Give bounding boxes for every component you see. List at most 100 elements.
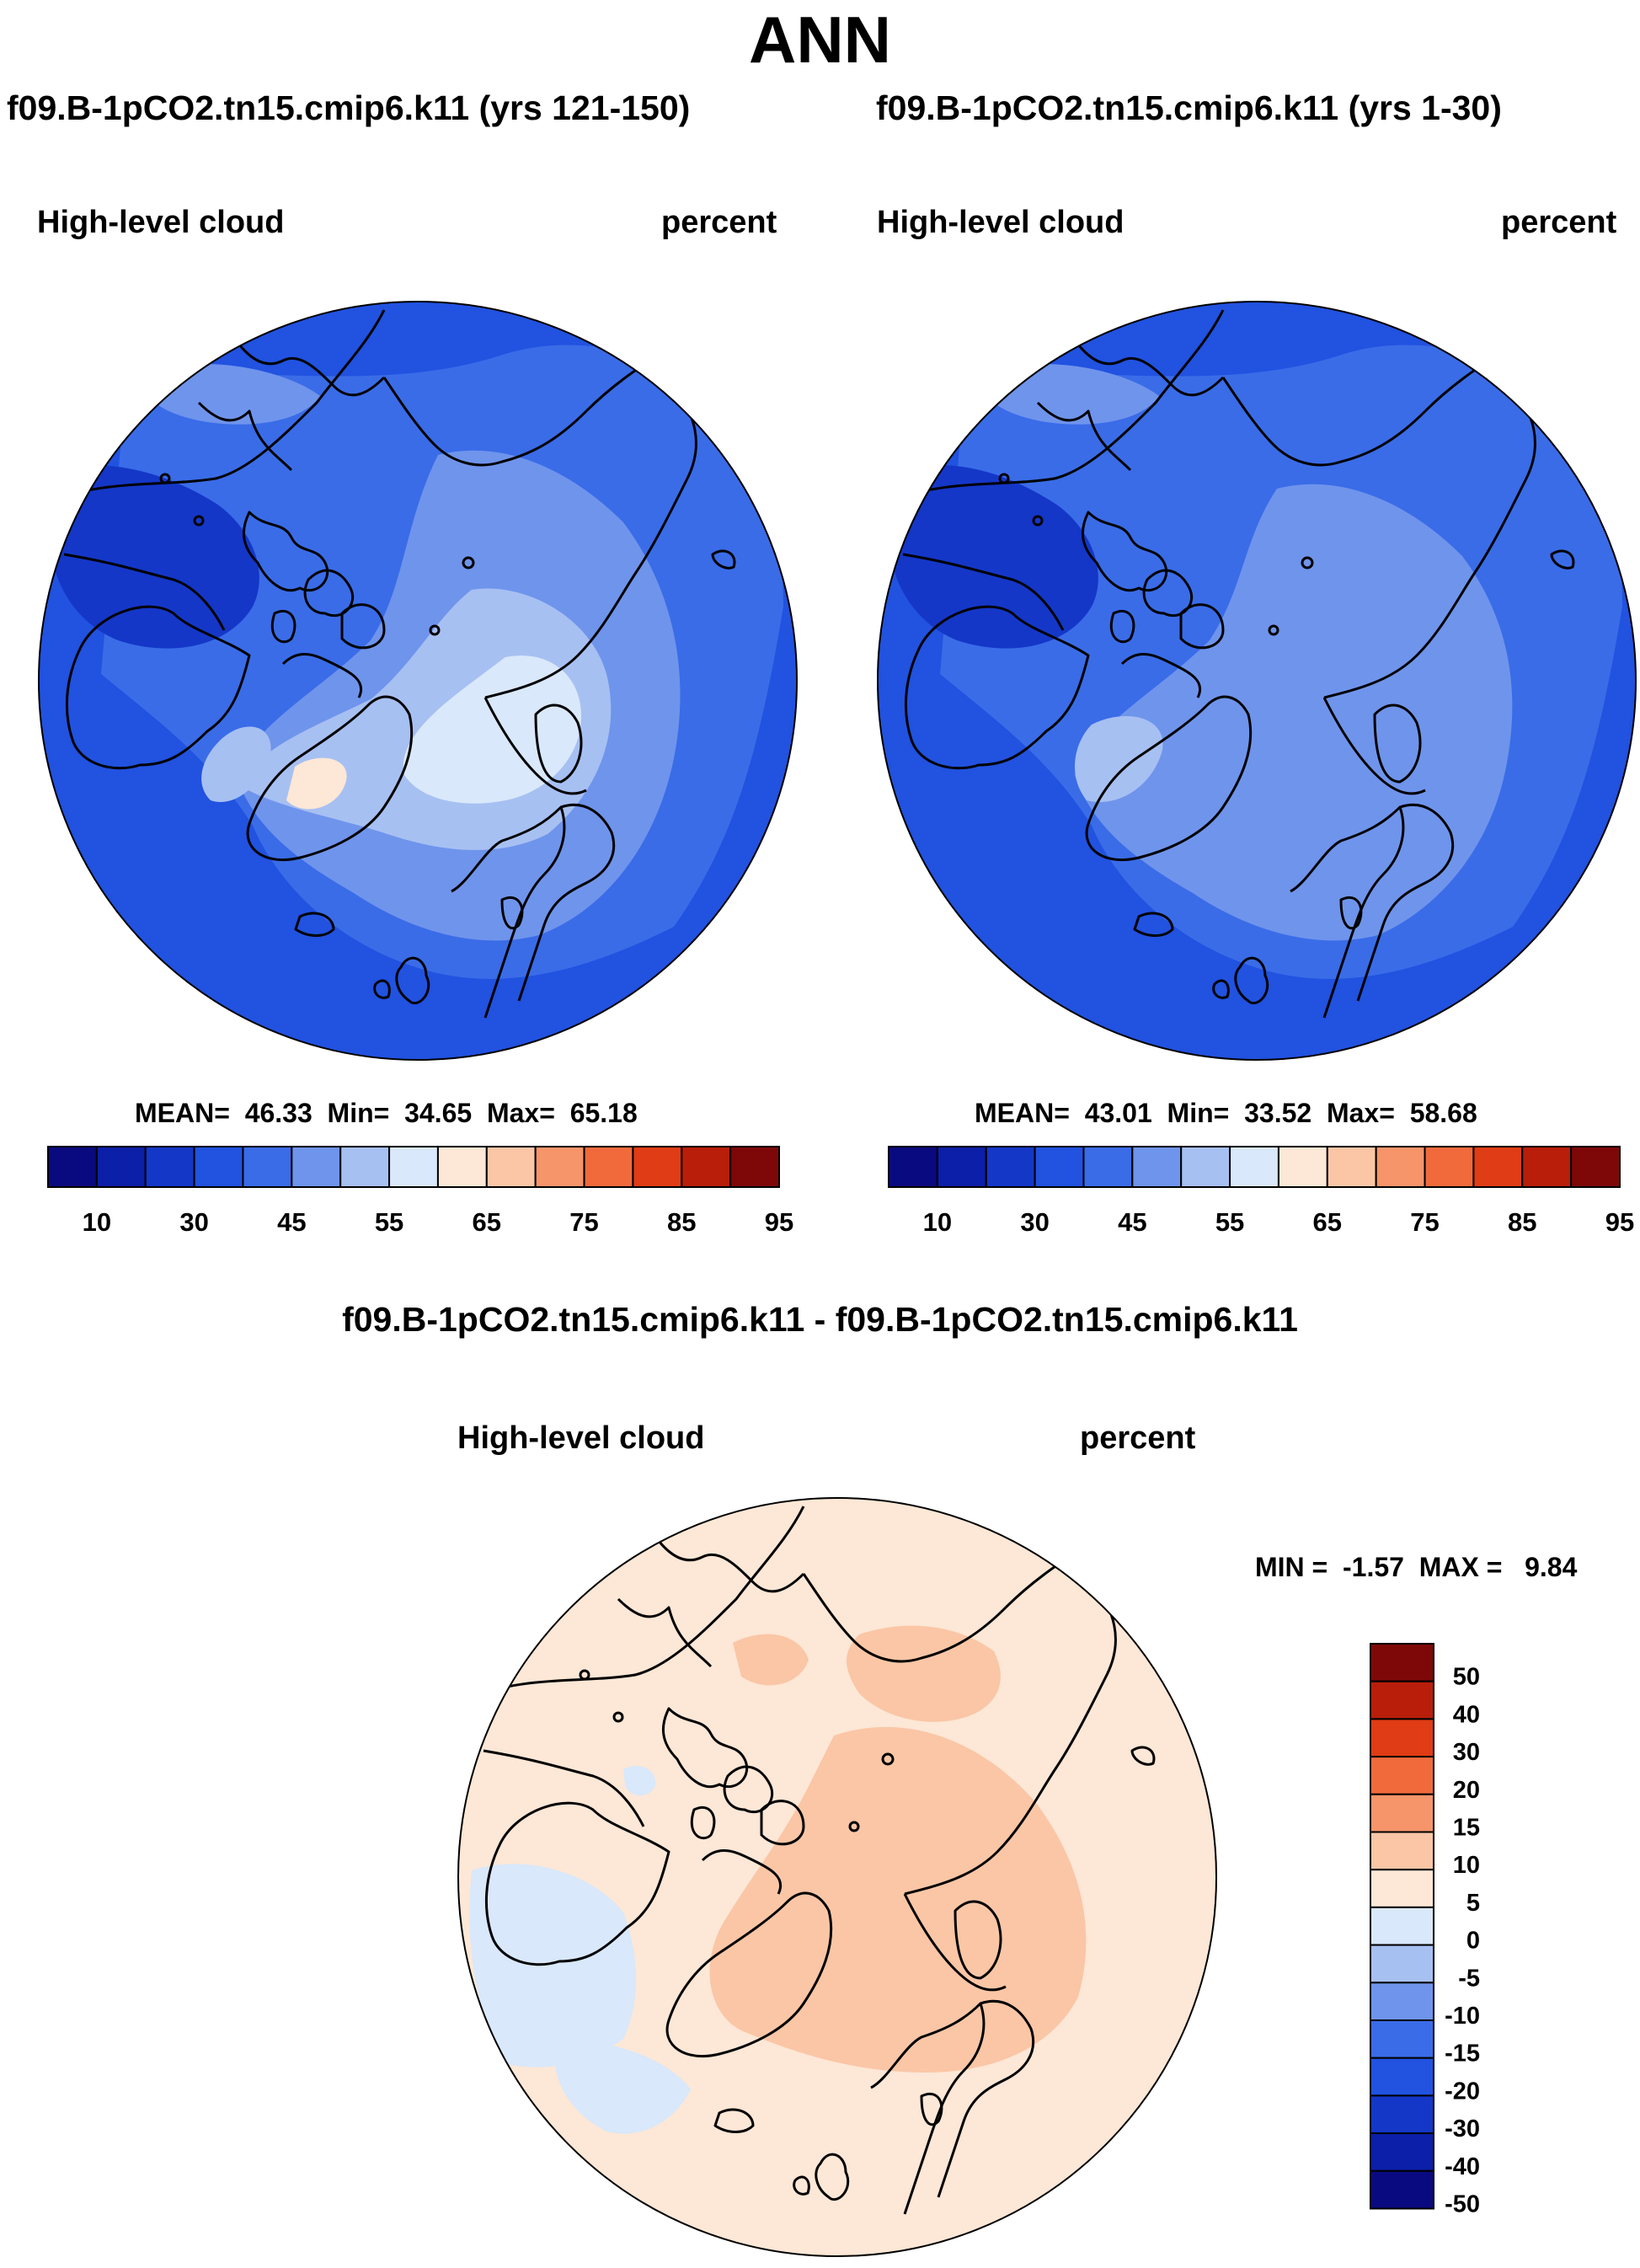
diff-min-label: MIN =	[1255, 1552, 1328, 1582]
panel2-map	[878, 302, 1636, 1060]
panel1-colorbar-box-1	[95, 1146, 147, 1188]
panel1-colorbar-box-12	[632, 1146, 683, 1188]
panel1-max: 65.18	[569, 1098, 638, 1128]
panel1-colorbar-box-11	[583, 1146, 634, 1188]
diff-colorbar-box-13	[1370, 2132, 1434, 2172]
panel2-map-border	[877, 301, 1637, 1061]
diff-min: -1.57	[1343, 1552, 1404, 1582]
panel1-level-60	[403, 655, 581, 804]
panel2-colorbar-box-14	[1570, 1146, 1621, 1188]
panel1-colorbar-box-10	[534, 1146, 585, 1188]
diff-units: percent	[1080, 1420, 1196, 1456]
panel2-colorbar-tick: 65	[1313, 1207, 1342, 1237]
panel1-stats: MEAN= 46.33 Min= 34.65 Max= 65.18	[135, 1098, 638, 1129]
diff-map	[458, 1498, 1216, 2256]
panel1-title: f09.B-1pCO2.tn15.cmip6.k11 (yrs 121-150)	[7, 88, 691, 127]
panel2-colorbar-box-11	[1424, 1146, 1475, 1188]
diff-stats: MIN = -1.57 MAX = 9.84	[1255, 1552, 1577, 1583]
panel2-colorbar-tick: 45	[1118, 1207, 1146, 1237]
panel2-colorbar-box-6	[1180, 1146, 1231, 1188]
panel2-colorbar-box-1	[936, 1146, 987, 1188]
figure-title: ANN	[749, 3, 891, 77]
diff-colorbar-box-10	[1370, 2019, 1434, 2059]
panel1-colorbar-box-5	[291, 1146, 342, 1188]
panel1-mean: 46.33	[244, 1098, 313, 1128]
panel1-greenland-level-65	[286, 757, 347, 810]
diff-level-minus5-c	[623, 1766, 656, 1796]
panel1-colorbar-box-6	[339, 1146, 391, 1188]
panel2-colorbar-box-10	[1375, 1146, 1426, 1188]
diff-colorbar-box-7	[1370, 1906, 1434, 1946]
diff-level-minus5-b	[554, 2039, 691, 2134]
panel2-colorbar-box-8	[1277, 1146, 1328, 1188]
panel1-colorbar-tick: 95	[765, 1207, 793, 1237]
diff-colorbar-tick: 5	[1466, 1890, 1480, 1917]
diff-colorbar-tick: 40	[1453, 1701, 1480, 1728]
panel1-colorbar-box-13	[681, 1146, 732, 1188]
panel1-colorbar-tick: 10	[83, 1207, 111, 1237]
diff-colorbar-box-0	[1370, 1643, 1434, 1682]
panel2-greenland-level-55	[1074, 716, 1163, 802]
diff-colorbar-tick: -30	[1445, 2116, 1480, 2142]
diff-colorbar-box-11	[1370, 2057, 1434, 2097]
panel2-colorbar-box-0	[888, 1146, 938, 1188]
panel2-variable: High-level cloud	[877, 205, 1124, 240]
panel2-colorbar-box-2	[985, 1146, 1036, 1188]
panel1-colorbar: 10 30 45 55 65 75 85 95	[47, 1146, 793, 1237]
panel1-colorbar-tick: 55	[375, 1207, 403, 1237]
panel1-colorbar-tick: 30	[179, 1207, 208, 1237]
panel1-max-label: Max=	[486, 1098, 555, 1128]
diff-colorbar-tick: 10	[1453, 1852, 1480, 1879]
panel1-min: 34.65	[404, 1098, 473, 1128]
panel2-colorbar-box-9	[1326, 1146, 1377, 1188]
diff-colorbar-tick: 50	[1453, 1664, 1480, 1691]
panel1-colorbar-tick: 65	[473, 1207, 501, 1237]
panel2-title: f09.B-1pCO2.tn15.cmip6.k11 (yrs 1-30)	[876, 88, 1502, 127]
diff-colorbar-box-3	[1370, 1756, 1434, 1795]
panel1-colorbar-tick: 85	[667, 1207, 696, 1237]
panel2-mean: 43.01	[1084, 1098, 1152, 1128]
diff-colorbar-box-2	[1370, 1718, 1434, 1758]
panel2-level-50-pacific	[985, 363, 1159, 425]
diff-colorbar-tick: 30	[1453, 1739, 1480, 1766]
panel2-colorbar-tick: 55	[1215, 1207, 1244, 1237]
diff-colorbar-tick: -15	[1445, 2041, 1480, 2067]
panel1-colorbar-tick: 75	[569, 1207, 598, 1237]
panel1-units: percent	[661, 205, 777, 240]
panel2-colorbar-tick: 85	[1508, 1207, 1536, 1237]
panel1-min-label: Min=	[327, 1098, 390, 1128]
diff-colorbar-tick: 0	[1466, 1928, 1480, 1955]
diff-colorbar-tick: 15	[1453, 1815, 1480, 1842]
diff-max-label: MAX =	[1418, 1552, 1503, 1582]
diff-colorbar-tick: 20	[1453, 1777, 1480, 1804]
panel1-colorbar-box-9	[485, 1146, 537, 1188]
diff-level-5-b	[847, 1625, 1001, 1722]
diff-max: 9.84	[1525, 1552, 1578, 1582]
panel2-max: 58.68	[1409, 1098, 1477, 1128]
diff-colorbar-box-4	[1370, 1793, 1434, 1833]
diff-colorbar-box-5	[1370, 1831, 1434, 1871]
diff-colorbar-tick: -40	[1445, 2153, 1480, 2180]
panel2-colorbar-tick: 95	[1605, 1207, 1634, 1237]
panel1-map-border	[38, 301, 798, 1061]
diff-colorbar-box-9	[1370, 1982, 1434, 2022]
diff-map-border	[457, 1497, 1217, 2257]
diff-colorbar-box-8	[1370, 1944, 1434, 1984]
panel2-mean-label: MEAN=	[975, 1098, 1070, 1128]
diff-colorbar-box-1	[1370, 1680, 1434, 1720]
panel1-colorbar-tick: 45	[277, 1207, 306, 1237]
panel2-min-label: Min=	[1167, 1098, 1230, 1128]
diff-colorbar-box-6	[1370, 1869, 1434, 1908]
diff-level-5-c	[733, 1634, 809, 1686]
panel1-colorbar-box-8	[436, 1146, 488, 1188]
diff-level-minus5-a	[469, 1864, 636, 2067]
panel2-colorbar-tick: 10	[923, 1207, 952, 1237]
panel1-colorbar-box-0	[47, 1146, 98, 1188]
panel2-colorbar-box-3	[1034, 1146, 1085, 1188]
panel1-colorbar-box-2	[144, 1146, 195, 1188]
panel2-units: percent	[1501, 205, 1617, 240]
panel2-colorbar-tick: 30	[1020, 1207, 1049, 1237]
panel1-mean-label: MEAN=	[135, 1098, 230, 1128]
